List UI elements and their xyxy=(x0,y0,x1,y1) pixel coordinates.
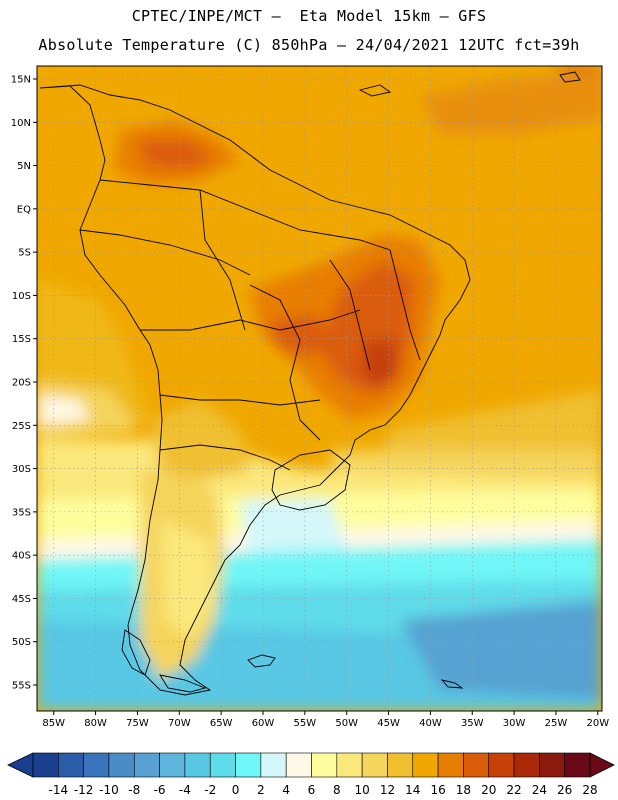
colorbar-swatch xyxy=(412,752,439,778)
colorbar-swatch xyxy=(58,752,84,778)
lon-label: 75W xyxy=(126,718,149,729)
colorbar-label: 6 xyxy=(308,783,316,797)
lat-label: 30S xyxy=(12,464,31,475)
colorbar-label: 4 xyxy=(282,783,290,797)
colorbar-swatch xyxy=(437,752,464,778)
colorbar-swatch xyxy=(564,752,591,778)
colorbar-label: 28 xyxy=(582,783,597,797)
colorbar-label: -14 xyxy=(49,783,69,797)
latitude-labels: 15N 10N 5N EQ 5S 10S 15S 20S 25S 30S 35S 40S 45S 50S 5… xyxy=(11,74,37,692)
longitude-labels: 85W 80W 75W 70W 65W 60W 55W 50W 45W 40W 35W 30W 25W 2… xyxy=(42,711,609,729)
lon-label: 35W xyxy=(461,718,484,729)
lat-label: 45S xyxy=(12,594,31,605)
lon-label: 20W xyxy=(587,718,610,729)
colorbar-max-arrow xyxy=(589,752,615,778)
colorbar-swatch xyxy=(235,752,262,778)
colorbar-swatch xyxy=(285,752,312,778)
lat-label: 5N xyxy=(17,161,31,172)
colorbar xyxy=(7,752,615,778)
colorbar-label: 20 xyxy=(481,783,496,797)
lat-label: 40S xyxy=(12,551,31,562)
lat-label: 15N xyxy=(11,74,31,85)
colorbar-label: -8 xyxy=(128,783,140,797)
colorbar-label: 22 xyxy=(506,783,521,797)
lon-label: 70W xyxy=(168,718,191,729)
lat-label: 55S xyxy=(12,681,31,692)
colorbar-label: 26 xyxy=(557,783,572,797)
colorbar-label: -12 xyxy=(74,783,94,797)
lat-label: 15S xyxy=(12,334,31,345)
colorbar-swatch xyxy=(159,752,186,778)
colorbar-label: 18 xyxy=(456,783,471,797)
colorbar-swatch xyxy=(539,752,565,778)
lon-label: 45W xyxy=(377,718,400,729)
lon-label: 50W xyxy=(335,718,358,729)
colorbar-swatch xyxy=(209,752,236,778)
lon-label: 25W xyxy=(545,718,568,729)
colorbar-label: -4 xyxy=(179,783,191,797)
colorbar-swatch xyxy=(83,752,110,778)
lon-label: 30W xyxy=(503,718,526,729)
lat-label: 10S xyxy=(12,291,31,302)
colorbar-min-arrow xyxy=(7,752,34,778)
lat-label: 5S xyxy=(18,248,31,259)
lat-label: 35S xyxy=(12,507,31,518)
colorbar-swatch xyxy=(513,752,540,778)
colorbar-swatch xyxy=(488,752,515,778)
lon-label: 60W xyxy=(252,718,275,729)
lat-label: EQ xyxy=(17,204,31,215)
map-frame xyxy=(36,65,603,712)
colorbar-swatch xyxy=(108,752,135,778)
lon-label: 80W xyxy=(84,718,107,729)
lon-label: 65W xyxy=(210,718,233,729)
lon-label: 40W xyxy=(419,718,442,729)
colorbar-label: 12 xyxy=(380,783,395,797)
lon-label: 55W xyxy=(294,718,317,729)
lat-label: 10N xyxy=(11,118,31,129)
colorbar-labels: -14 -12 -10 -8 -6 -4 -2 0 2 4 6 8 10 12 14 16 18 20 22 24 26… xyxy=(49,783,598,797)
colorbar-label: 16 xyxy=(430,783,445,797)
colorbar-label: -6 xyxy=(154,783,166,797)
title-line-model: CPTEC/INPE/MCT – Eta Model 15km – GFS xyxy=(131,7,487,25)
colorbar-label: -10 xyxy=(99,783,119,797)
colorbar-swatch xyxy=(463,752,490,778)
lat-label: 20S xyxy=(12,378,31,389)
colorbar-label: -2 xyxy=(204,783,216,797)
temperature-field xyxy=(37,66,602,711)
colorbar-label: 24 xyxy=(532,783,547,797)
title-line-variable: Absolute Temperature (C) 850hPa – 24/04/… xyxy=(38,36,580,54)
colorbar-swatch xyxy=(336,752,363,778)
colorbar-swatch xyxy=(184,752,211,778)
colorbar-swatch xyxy=(133,752,160,778)
colorbar-swatch xyxy=(260,752,287,778)
colorbar-swatch xyxy=(387,752,414,778)
coastlines xyxy=(39,71,581,696)
colorbar-label: 10 xyxy=(354,783,369,797)
colorbar-label: 8 xyxy=(333,783,341,797)
lat-label: 50S xyxy=(12,637,31,648)
colorbar-swatch xyxy=(32,752,59,778)
lat-label: 25S xyxy=(12,421,31,432)
colorbar-swatch xyxy=(361,752,388,778)
colorbar-label: 0 xyxy=(232,783,240,797)
colorbar-swatch xyxy=(311,752,338,778)
colorbar-label: 2 xyxy=(257,783,265,797)
colorbar-label: 14 xyxy=(405,783,420,797)
lon-label: 85W xyxy=(42,718,65,729)
